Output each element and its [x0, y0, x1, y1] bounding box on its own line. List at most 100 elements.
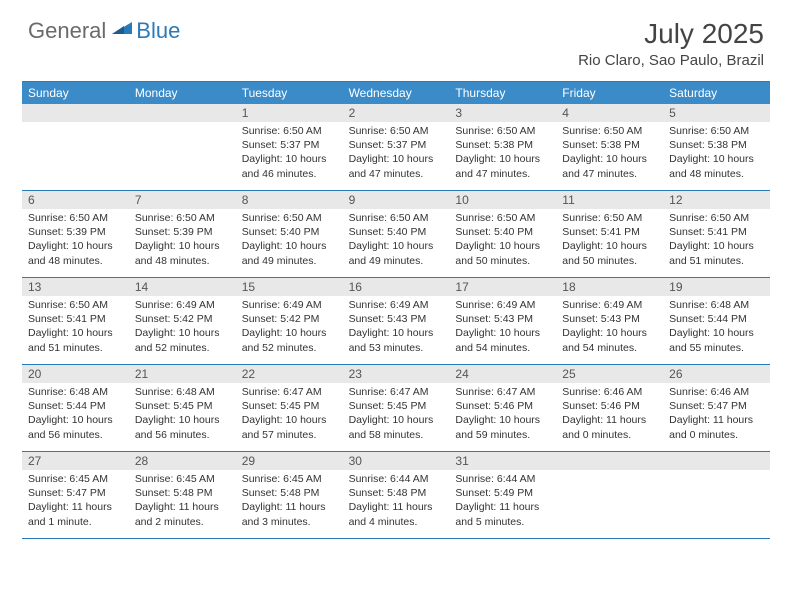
day-number: 15: [236, 278, 343, 296]
day-details: Sunrise: 6:49 AMSunset: 5:43 PMDaylight:…: [449, 296, 556, 359]
day-cell: 25Sunrise: 6:46 AMSunset: 5:46 PMDayligh…: [556, 365, 663, 451]
day-number: 27: [22, 452, 129, 470]
weeks-container: 1Sunrise: 6:50 AMSunset: 5:37 PMDaylight…: [22, 104, 770, 539]
day-details: Sunrise: 6:48 AMSunset: 5:45 PMDaylight:…: [129, 383, 236, 446]
day-details: Sunrise: 6:46 AMSunset: 5:46 PMDaylight:…: [556, 383, 663, 446]
day-number: 14: [129, 278, 236, 296]
day-cell: 6Sunrise: 6:50 AMSunset: 5:39 PMDaylight…: [22, 191, 129, 277]
day-details: Sunrise: 6:50 AMSunset: 5:39 PMDaylight:…: [129, 209, 236, 272]
day-details: Sunrise: 6:44 AMSunset: 5:49 PMDaylight:…: [449, 470, 556, 533]
day-details: Sunrise: 6:47 AMSunset: 5:45 PMDaylight:…: [343, 383, 450, 446]
day-number: 13: [22, 278, 129, 296]
empty-cell: [22, 104, 129, 190]
day-cell: 7Sunrise: 6:50 AMSunset: 5:39 PMDaylight…: [129, 191, 236, 277]
week-row: 1Sunrise: 6:50 AMSunset: 5:37 PMDaylight…: [22, 104, 770, 191]
day-number: 2: [343, 104, 450, 122]
day-number: 7: [129, 191, 236, 209]
day-number: [556, 452, 663, 470]
day-cell: 23Sunrise: 6:47 AMSunset: 5:45 PMDayligh…: [343, 365, 450, 451]
empty-cell: [663, 452, 770, 538]
day-cell: 12Sunrise: 6:50 AMSunset: 5:41 PMDayligh…: [663, 191, 770, 277]
day-cell: 11Sunrise: 6:50 AMSunset: 5:41 PMDayligh…: [556, 191, 663, 277]
day-details: Sunrise: 6:49 AMSunset: 5:43 PMDaylight:…: [343, 296, 450, 359]
day-details: Sunrise: 6:50 AMSunset: 5:40 PMDaylight:…: [236, 209, 343, 272]
day-number: 17: [449, 278, 556, 296]
logo-text-gray: General: [28, 18, 106, 44]
day-number: 20: [22, 365, 129, 383]
day-cell: 30Sunrise: 6:44 AMSunset: 5:48 PMDayligh…: [343, 452, 450, 538]
day-number: 3: [449, 104, 556, 122]
logo: General Blue: [28, 18, 180, 44]
day-cell: 21Sunrise: 6:48 AMSunset: 5:45 PMDayligh…: [129, 365, 236, 451]
day-cell: 9Sunrise: 6:50 AMSunset: 5:40 PMDaylight…: [343, 191, 450, 277]
weekday-header: Thursday: [449, 82, 556, 104]
day-cell: 27Sunrise: 6:45 AMSunset: 5:47 PMDayligh…: [22, 452, 129, 538]
day-cell: 14Sunrise: 6:49 AMSunset: 5:42 PMDayligh…: [129, 278, 236, 364]
day-number: 28: [129, 452, 236, 470]
day-number: 10: [449, 191, 556, 209]
day-number: [22, 104, 129, 122]
week-row: 6Sunrise: 6:50 AMSunset: 5:39 PMDaylight…: [22, 191, 770, 278]
day-details: Sunrise: 6:47 AMSunset: 5:45 PMDaylight:…: [236, 383, 343, 446]
day-cell: 20Sunrise: 6:48 AMSunset: 5:44 PMDayligh…: [22, 365, 129, 451]
day-details: Sunrise: 6:50 AMSunset: 5:38 PMDaylight:…: [449, 122, 556, 185]
day-details: Sunrise: 6:50 AMSunset: 5:40 PMDaylight:…: [449, 209, 556, 272]
day-details: Sunrise: 6:49 AMSunset: 5:43 PMDaylight:…: [556, 296, 663, 359]
day-details: Sunrise: 6:50 AMSunset: 5:41 PMDaylight:…: [556, 209, 663, 272]
day-number: 31: [449, 452, 556, 470]
day-number: 12: [663, 191, 770, 209]
logo-flag-icon: [110, 20, 134, 38]
day-cell: 18Sunrise: 6:49 AMSunset: 5:43 PMDayligh…: [556, 278, 663, 364]
day-cell: 31Sunrise: 6:44 AMSunset: 5:49 PMDayligh…: [449, 452, 556, 538]
weekday-header: Sunday: [22, 82, 129, 104]
day-details: Sunrise: 6:50 AMSunset: 5:41 PMDaylight:…: [663, 209, 770, 272]
day-cell: 29Sunrise: 6:45 AMSunset: 5:48 PMDayligh…: [236, 452, 343, 538]
weekday-header: Tuesday: [236, 82, 343, 104]
day-details: Sunrise: 6:45 AMSunset: 5:47 PMDaylight:…: [22, 470, 129, 533]
day-cell: 1Sunrise: 6:50 AMSunset: 5:37 PMDaylight…: [236, 104, 343, 190]
weekday-header-row: SundayMondayTuesdayWednesdayThursdayFrid…: [22, 82, 770, 104]
day-number: 11: [556, 191, 663, 209]
location: Rio Claro, Sao Paulo, Brazil: [578, 52, 764, 69]
day-details: Sunrise: 6:50 AMSunset: 5:39 PMDaylight:…: [22, 209, 129, 272]
day-cell: 28Sunrise: 6:45 AMSunset: 5:48 PMDayligh…: [129, 452, 236, 538]
day-cell: 2Sunrise: 6:50 AMSunset: 5:37 PMDaylight…: [343, 104, 450, 190]
day-number: 22: [236, 365, 343, 383]
day-details: Sunrise: 6:44 AMSunset: 5:48 PMDaylight:…: [343, 470, 450, 533]
day-details: Sunrise: 6:50 AMSunset: 5:38 PMDaylight:…: [556, 122, 663, 185]
week-row: 27Sunrise: 6:45 AMSunset: 5:47 PMDayligh…: [22, 452, 770, 539]
day-details: Sunrise: 6:50 AMSunset: 5:37 PMDaylight:…: [236, 122, 343, 185]
day-number: 24: [449, 365, 556, 383]
day-details: Sunrise: 6:50 AMSunset: 5:41 PMDaylight:…: [22, 296, 129, 359]
day-cell: 5Sunrise: 6:50 AMSunset: 5:38 PMDaylight…: [663, 104, 770, 190]
day-cell: 4Sunrise: 6:50 AMSunset: 5:38 PMDaylight…: [556, 104, 663, 190]
day-number: [129, 104, 236, 122]
day-details: Sunrise: 6:45 AMSunset: 5:48 PMDaylight:…: [129, 470, 236, 533]
day-cell: 19Sunrise: 6:48 AMSunset: 5:44 PMDayligh…: [663, 278, 770, 364]
calendar: SundayMondayTuesdayWednesdayThursdayFrid…: [22, 81, 770, 539]
day-number: 26: [663, 365, 770, 383]
day-cell: 10Sunrise: 6:50 AMSunset: 5:40 PMDayligh…: [449, 191, 556, 277]
weekday-header: Friday: [556, 82, 663, 104]
weekday-header: Wednesday: [343, 82, 450, 104]
day-number: 23: [343, 365, 450, 383]
day-details: Sunrise: 6:50 AMSunset: 5:40 PMDaylight:…: [343, 209, 450, 272]
day-number: [663, 452, 770, 470]
day-cell: 15Sunrise: 6:49 AMSunset: 5:42 PMDayligh…: [236, 278, 343, 364]
day-number: 9: [343, 191, 450, 209]
day-details: Sunrise: 6:45 AMSunset: 5:48 PMDaylight:…: [236, 470, 343, 533]
day-number: 30: [343, 452, 450, 470]
empty-cell: [129, 104, 236, 190]
day-cell: 26Sunrise: 6:46 AMSunset: 5:47 PMDayligh…: [663, 365, 770, 451]
weekday-header: Saturday: [663, 82, 770, 104]
day-details: Sunrise: 6:49 AMSunset: 5:42 PMDaylight:…: [129, 296, 236, 359]
day-cell: 8Sunrise: 6:50 AMSunset: 5:40 PMDaylight…: [236, 191, 343, 277]
day-details: Sunrise: 6:50 AMSunset: 5:38 PMDaylight:…: [663, 122, 770, 185]
day-cell: 16Sunrise: 6:49 AMSunset: 5:43 PMDayligh…: [343, 278, 450, 364]
day-details: Sunrise: 6:48 AMSunset: 5:44 PMDaylight:…: [22, 383, 129, 446]
day-number: 1: [236, 104, 343, 122]
day-number: 19: [663, 278, 770, 296]
day-number: 5: [663, 104, 770, 122]
day-number: 18: [556, 278, 663, 296]
day-cell: 13Sunrise: 6:50 AMSunset: 5:41 PMDayligh…: [22, 278, 129, 364]
